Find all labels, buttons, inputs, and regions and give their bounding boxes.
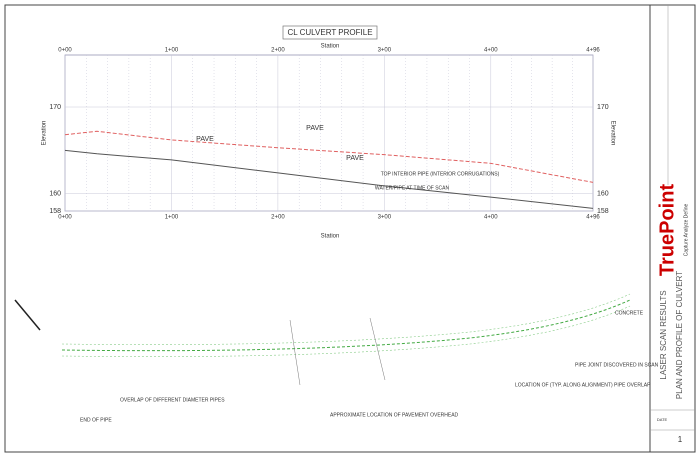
annotation: PAVE [306, 125, 324, 132]
y-axis-title: Elevation [42, 121, 48, 146]
x-tick-label: 0+00 [58, 48, 72, 54]
x-axis-title: Station [321, 44, 340, 50]
logo: TruePoint [656, 184, 678, 277]
tagline: Capture Analyze Define [683, 204, 689, 257]
y-axis-title: Elevation [609, 121, 615, 146]
culvert-edge [61, 293, 631, 345]
x-tick-label: 4+96 [586, 48, 600, 54]
x-tick-label: 4+00 [484, 48, 498, 54]
callout: PIPE JOINT DISCOVERED IN SCAN [575, 362, 659, 368]
north-arrow [14, 299, 41, 331]
pavement-edge [369, 317, 386, 381]
x-axis-title: Station [321, 234, 340, 240]
profile-line [64, 130, 594, 183]
callout: END OF PIPE [80, 417, 112, 423]
profile-line [64, 149, 594, 209]
y-tick-label: 158 [49, 208, 61, 215]
x-tick-label: 1+00 [165, 215, 179, 221]
x-tick-label: 0+00 [58, 215, 72, 221]
y-tick-label: 160 [49, 191, 61, 198]
y-tick-label: 170 [597, 104, 609, 111]
annotation: TOP INTERIOR PIPE (INTERIOR CORRUGATIONS… [381, 171, 500, 177]
sheet-title: LASER SCAN RESULTS [659, 290, 668, 379]
x-tick-label: 2+00 [271, 215, 285, 221]
pavement-edge [289, 319, 301, 386]
sheet-number: 1 [678, 435, 683, 444]
label: DATE [657, 417, 668, 422]
annotation: PAVE [346, 155, 364, 162]
plot-frame [64, 54, 594, 212]
y-tick-label: 158 [597, 208, 609, 215]
x-tick-label: 4+96 [586, 215, 600, 221]
title-box [282, 25, 378, 40]
annotation: WATER/PIPE AT TIME OF SCAN [375, 185, 450, 191]
callout: OVERLAP OF DIFFERENT DIAMETER PIPES [120, 397, 225, 403]
plan-view [14, 293, 631, 386]
y-tick-label: 160 [597, 191, 609, 198]
culvert-edge [61, 305, 631, 357]
x-tick-label: 3+00 [378, 48, 392, 54]
sheet-border [4, 4, 696, 453]
x-tick-label: 2+00 [271, 48, 285, 54]
profile-title: CL CULVERT PROFILE [287, 28, 372, 37]
callout: CONCRETE [615, 310, 644, 316]
callout: APPROXIMATE LOCATION OF PAVEMENT OVERHEA… [330, 412, 459, 418]
annotation: PAVE [196, 136, 214, 143]
callout: LOCATION OF (TYP. ALONG ALIGNMENT) PIPE … [515, 382, 651, 388]
sheet-subtitle: PLAN AND PROFILE OF CULVERT [675, 271, 684, 399]
x-tick-label: 1+00 [165, 48, 179, 54]
y-tick-label: 170 [49, 104, 61, 111]
x-tick-label: 4+00 [484, 215, 498, 221]
culvert-alignment [61, 299, 631, 352]
x-tick-label: 3+00 [378, 215, 392, 221]
